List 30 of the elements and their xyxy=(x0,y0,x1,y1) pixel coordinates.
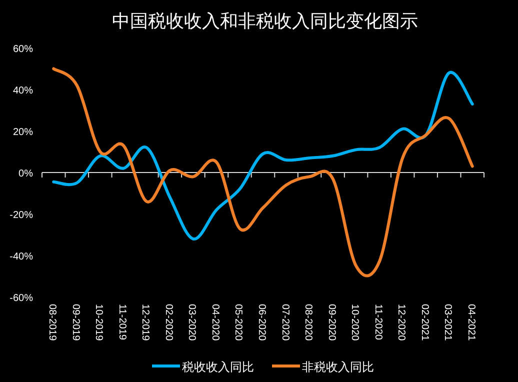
y-tick-label: -20% xyxy=(10,210,34,221)
x-tick-label: 07-2020 xyxy=(279,304,290,342)
x-tick-label: 02-2020 xyxy=(162,304,174,342)
x-tick-label: 08-2020 xyxy=(302,304,314,342)
x-tick-label: 06-2020 xyxy=(256,304,267,342)
x-tick-label: 09-2019 xyxy=(70,304,81,342)
x-tick-label: 04-2020 xyxy=(209,304,220,342)
line-series xyxy=(52,70,474,240)
y-tick-label: 40% xyxy=(12,86,34,96)
x-tick-label: 11-2019 xyxy=(116,304,128,340)
x-tick-label: 05-2020 xyxy=(232,304,244,342)
chart-title: 中国税收收入和非税收入同比变化图示 xyxy=(112,11,418,31)
x-tick-label: 10-2019 xyxy=(93,304,104,342)
legend-label: 税收收入同比 xyxy=(182,360,254,374)
x-tick-label: 03-2021 xyxy=(442,304,454,342)
x-tick-label: 09-2020 xyxy=(326,304,337,342)
x-tick-label: 11-2020 xyxy=(372,304,384,340)
y-tick-label: 20% xyxy=(12,127,34,138)
x-tick-label: 03-2020 xyxy=(186,304,198,342)
y-tick-label: 0% xyxy=(18,168,34,180)
y-tick-label: -40% xyxy=(10,252,34,262)
y-tick-label: 60% xyxy=(12,44,34,55)
x-tick-label: 12-2019 xyxy=(140,304,151,342)
x-tick-label: 08-2019 xyxy=(46,304,58,342)
legend-label: 非税收入同比 xyxy=(302,360,374,374)
x-tick-label: 12-2020 xyxy=(396,304,407,342)
x-tick-label: 02-2021 xyxy=(418,304,430,342)
x-tick-label: 04-2021 xyxy=(465,304,476,342)
y-tick-label: -60% xyxy=(10,293,34,304)
x-tick-label: 10-2020 xyxy=(349,304,360,342)
